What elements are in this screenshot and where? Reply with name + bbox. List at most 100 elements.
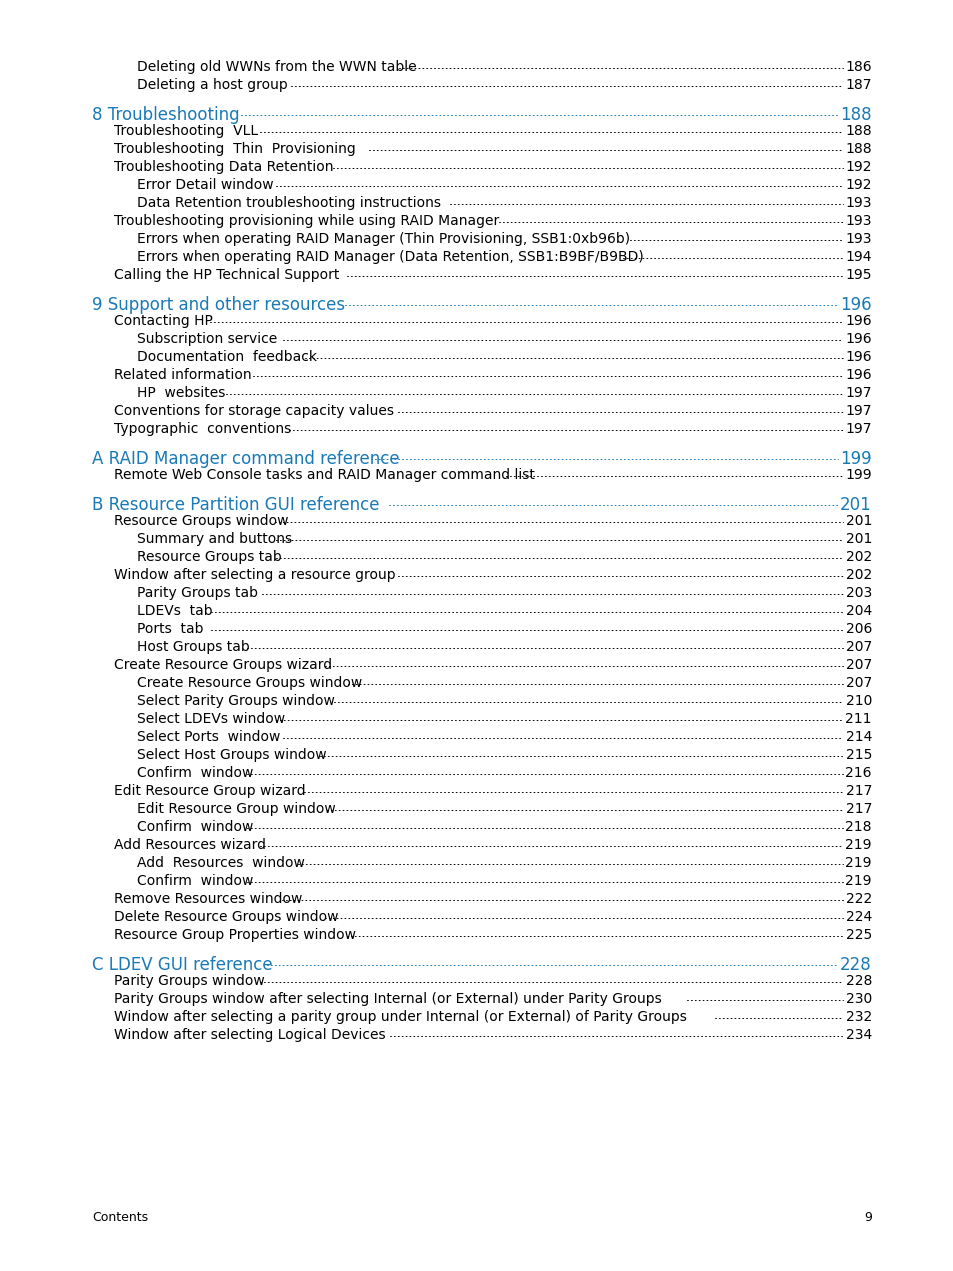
Text: Resource Group Properties window: Resource Group Properties window — [113, 928, 355, 942]
Text: 188: 188 — [840, 105, 871, 125]
Text: 207: 207 — [845, 641, 871, 655]
Text: Troubleshooting provisioning while using RAID Manager: Troubleshooting provisioning while using… — [113, 214, 498, 228]
Text: Related information: Related information — [113, 369, 252, 383]
Text: 194: 194 — [844, 250, 871, 264]
Text: 228: 228 — [844, 974, 871, 988]
Text: 188: 188 — [844, 125, 871, 139]
Text: 232: 232 — [845, 1010, 871, 1024]
Text: 219: 219 — [844, 855, 871, 871]
Text: A RAID Manager command reference: A RAID Manager command reference — [91, 450, 399, 468]
Text: 196: 196 — [844, 369, 871, 383]
Text: 224: 224 — [845, 910, 871, 924]
Text: Window after selecting a parity group under Internal (or External) of Parity Gro: Window after selecting a parity group un… — [113, 1010, 686, 1024]
Text: Edit Resource Group wizard: Edit Resource Group wizard — [113, 784, 305, 798]
Text: 197: 197 — [844, 386, 871, 400]
Text: B Resource Partition GUI reference: B Resource Partition GUI reference — [91, 496, 379, 513]
Text: Parity Groups window after selecting Internal (or External) under Parity Groups: Parity Groups window after selecting Int… — [113, 991, 661, 1007]
Text: Parity Groups window: Parity Groups window — [113, 974, 265, 988]
Text: Window after selecting a resource group: Window after selecting a resource group — [113, 568, 395, 582]
Text: Confirm  window: Confirm window — [137, 874, 253, 888]
Text: Select Host Groups window: Select Host Groups window — [137, 749, 326, 763]
Text: C LDEV GUI reference: C LDEV GUI reference — [91, 956, 273, 974]
Text: 192: 192 — [844, 178, 871, 192]
Text: Select Parity Groups window: Select Parity Groups window — [137, 694, 335, 708]
Text: 187: 187 — [844, 78, 871, 92]
Text: Select Ports  window: Select Ports window — [137, 730, 280, 744]
Text: Create Resource Groups window: Create Resource Groups window — [137, 676, 362, 690]
Text: 8 Troubleshooting: 8 Troubleshooting — [91, 105, 239, 125]
Text: 215: 215 — [844, 749, 871, 763]
Text: 188: 188 — [844, 142, 871, 156]
Text: 186: 186 — [844, 60, 871, 74]
Text: 196: 196 — [844, 314, 871, 328]
Text: 199: 199 — [844, 468, 871, 482]
Text: 203: 203 — [845, 586, 871, 600]
Text: 202: 202 — [845, 550, 871, 564]
Text: Remove Resources window: Remove Resources window — [113, 892, 302, 906]
Text: 197: 197 — [844, 404, 871, 418]
Text: LDEVs  tab: LDEVs tab — [137, 604, 213, 618]
Text: Edit Resource Group window: Edit Resource Group window — [137, 802, 335, 816]
Text: Subscription service: Subscription service — [137, 332, 277, 346]
Text: Troubleshooting Data Retention: Troubleshooting Data Retention — [113, 160, 334, 174]
Text: 193: 193 — [844, 233, 871, 247]
Text: Select LDEVs window: Select LDEVs window — [137, 712, 285, 726]
Text: Remote Web Console tasks and RAID Manager command list: Remote Web Console tasks and RAID Manage… — [113, 468, 535, 482]
Text: 9: 9 — [863, 1211, 871, 1224]
Text: Add Resources wizard: Add Resources wizard — [113, 838, 266, 852]
Text: Errors when operating RAID Manager (Data Retention, SSB1:B9BF/B9BD): Errors when operating RAID Manager (Data… — [137, 250, 643, 264]
Text: 211: 211 — [844, 712, 871, 726]
Text: 196: 196 — [844, 332, 871, 346]
Text: 225: 225 — [845, 928, 871, 942]
Text: Troubleshooting  Thin  Provisioning: Troubleshooting Thin Provisioning — [113, 142, 355, 156]
Text: 217: 217 — [844, 802, 871, 816]
Text: Contacting HP: Contacting HP — [113, 314, 213, 328]
Text: Calling the HP Technical Support: Calling the HP Technical Support — [113, 268, 339, 282]
Text: 196: 196 — [844, 350, 871, 364]
Text: 210: 210 — [844, 694, 871, 708]
Text: 219: 219 — [844, 874, 871, 888]
Text: 201: 201 — [844, 533, 871, 547]
Text: Parity Groups tab: Parity Groups tab — [137, 586, 257, 600]
Text: Deleting old WWNs from the WWN table: Deleting old WWNs from the WWN table — [137, 60, 416, 74]
Text: Summary and buttons: Summary and buttons — [137, 533, 292, 547]
Text: Deleting a host group: Deleting a host group — [137, 78, 288, 92]
Text: 196: 196 — [840, 296, 871, 314]
Text: Ports  tab: Ports tab — [137, 622, 203, 636]
Text: 206: 206 — [844, 622, 871, 636]
Text: Documentation  feedback: Documentation feedback — [137, 350, 316, 364]
Text: Conventions for storage capacity values: Conventions for storage capacity values — [113, 404, 394, 418]
Text: Data Retention troubleshooting instructions: Data Retention troubleshooting instructi… — [137, 196, 440, 210]
Text: Resource Groups window: Resource Groups window — [113, 513, 288, 527]
Text: Troubleshooting  VLL: Troubleshooting VLL — [113, 125, 258, 139]
Text: Resource Groups tab: Resource Groups tab — [137, 550, 281, 564]
Text: Host Groups tab: Host Groups tab — [137, 641, 250, 655]
Text: 192: 192 — [844, 160, 871, 174]
Text: 197: 197 — [844, 422, 871, 436]
Text: 218: 218 — [844, 820, 871, 834]
Text: HP  websites: HP websites — [137, 386, 225, 400]
Text: Delete Resource Groups window: Delete Resource Groups window — [113, 910, 338, 924]
Text: 230: 230 — [845, 991, 871, 1007]
Text: 207: 207 — [845, 658, 871, 672]
Text: Add  Resources  window: Add Resources window — [137, 855, 305, 871]
Text: 214: 214 — [844, 730, 871, 744]
Text: 222: 222 — [845, 892, 871, 906]
Text: Error Detail window: Error Detail window — [137, 178, 274, 192]
Text: Contents: Contents — [91, 1211, 148, 1224]
Text: 9 Support and other resources: 9 Support and other resources — [91, 296, 345, 314]
Text: Confirm  window: Confirm window — [137, 820, 253, 834]
Text: 202: 202 — [845, 568, 871, 582]
Text: 201: 201 — [844, 513, 871, 527]
Text: 193: 193 — [844, 196, 871, 210]
Text: 216: 216 — [844, 766, 871, 780]
Text: 217: 217 — [844, 784, 871, 798]
Text: Typographic  conventions: Typographic conventions — [113, 422, 291, 436]
Text: Create Resource Groups wizard: Create Resource Groups wizard — [113, 658, 332, 672]
Text: 234: 234 — [845, 1028, 871, 1042]
Text: Errors when operating RAID Manager (Thin Provisioning, SSB1:0xb96b): Errors when operating RAID Manager (Thin… — [137, 233, 634, 247]
Text: 204: 204 — [845, 604, 871, 618]
Text: 207: 207 — [845, 676, 871, 690]
Text: Confirm  window: Confirm window — [137, 766, 253, 780]
Text: 201: 201 — [840, 496, 871, 513]
